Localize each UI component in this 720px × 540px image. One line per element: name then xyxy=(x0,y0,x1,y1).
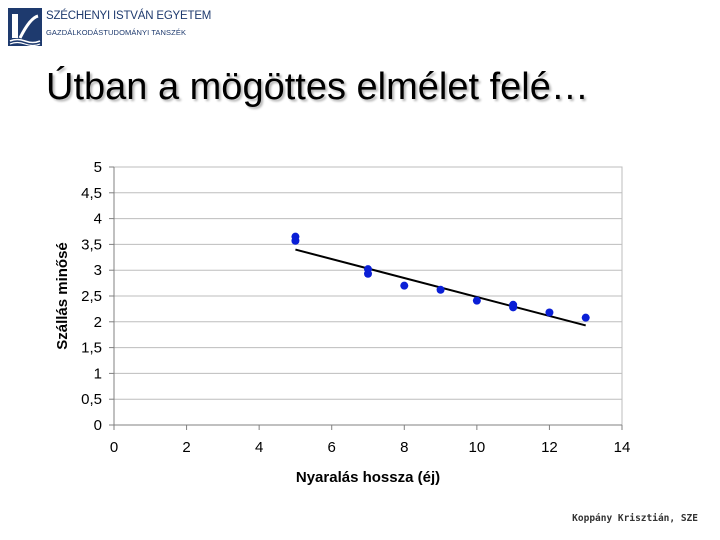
x-tick-label: 2 xyxy=(182,439,190,456)
data-point xyxy=(581,313,590,322)
data-point xyxy=(472,296,481,305)
y-tick-label: 4 xyxy=(94,211,102,228)
y-tick-label: 1,5 xyxy=(81,340,102,357)
university-bridge-logo-icon xyxy=(8,8,42,46)
data-points xyxy=(291,232,590,322)
y-tick-label: 2 xyxy=(94,314,102,331)
y-axis-label: Szállás minősé xyxy=(54,242,71,350)
x-axis-label: Nyaralás hossza (éj) xyxy=(296,469,440,486)
department-name: GAZDÁLKODÁSTUDOMÁNYI TANSZÉK xyxy=(46,28,187,37)
x-tick-label: 12 xyxy=(541,439,558,456)
data-point xyxy=(364,269,372,278)
author-credit: Koppány Krisztián, SZE xyxy=(572,513,698,524)
x-tick-label: 0 xyxy=(110,439,118,456)
y-tick-label: 0 xyxy=(94,417,102,434)
x-tick-label: 14 xyxy=(614,439,631,456)
y-tick-label: 3 xyxy=(94,262,102,279)
y-tick-label: 1 xyxy=(94,365,102,382)
data-point xyxy=(291,236,300,245)
x-tick-label: 8 xyxy=(400,439,408,456)
x-tick-label: 6 xyxy=(328,439,336,456)
tick-labels: 0 0,5 1 1,5 2 2,5 3 3,5 4 4,5 5 0 2 4 6 8 10 12 14 xyxy=(81,159,630,456)
axes xyxy=(109,166,623,430)
y-tick-label: 4,5 xyxy=(81,185,102,202)
slide-title: Útban a mögöttes elmélet felé… xyxy=(46,66,589,108)
data-point xyxy=(400,281,409,290)
x-tick-label: 10 xyxy=(469,439,486,456)
university-name: SZÉCHENYI ISTVÁN EGYETEM xyxy=(46,10,212,22)
y-tick-label: 2,5 xyxy=(81,288,102,305)
y-tick-label: 0,5 xyxy=(81,391,102,408)
gridlines xyxy=(114,166,622,400)
data-point xyxy=(436,285,445,294)
y-tick-label: 5 xyxy=(94,159,102,176)
x-tick-label: 4 xyxy=(255,439,263,456)
data-point xyxy=(509,303,518,312)
data-point xyxy=(545,308,554,317)
y-tick-label: 3,5 xyxy=(81,236,102,253)
